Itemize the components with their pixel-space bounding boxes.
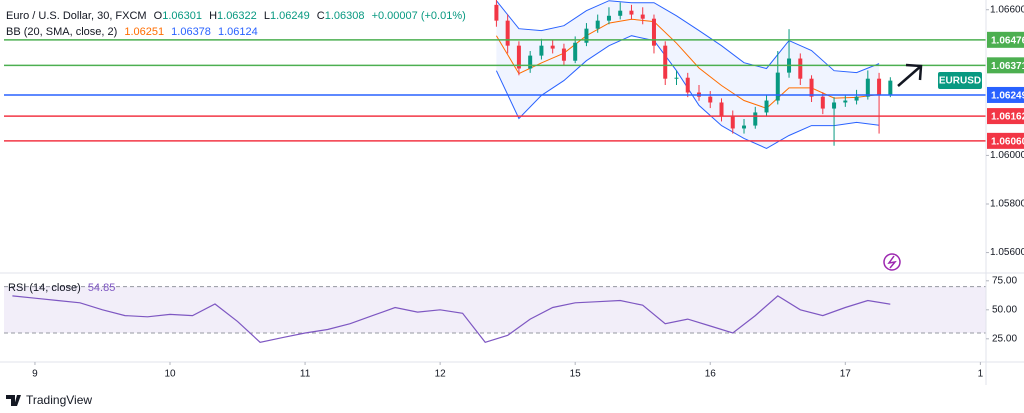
candle-body [561,48,566,61]
rsi-value: 54.85 [88,282,116,294]
brand: TradingView [26,393,92,407]
plot-area [4,0,986,343]
candle-body [573,42,578,61]
candle-body [809,78,814,97]
stat-label: L [264,10,270,22]
rsi-title: RSI (14, close) [8,282,81,294]
candle-body [877,78,882,96]
symbol-badge [938,72,982,89]
candle-body [764,100,769,113]
rsi-tick-label: 50.00 [992,304,1017,315]
candle-body [528,55,533,69]
bb-lower-value: 1.06124 [218,26,258,38]
arrow-head [905,63,923,81]
x-tick-label: 11 [300,369,311,380]
candle-body [775,72,780,101]
change: +0.00007 (+0.01%) [372,10,466,22]
level-badge [987,132,1024,149]
x-tick-label: 1 [978,369,984,380]
rsi-band [4,286,986,333]
level-label: 1.06249 [991,91,1024,102]
bb-middle-value: 1.06251 [124,26,164,38]
symbol-label: EURUSD [939,76,981,87]
legend: Euro / U.S. Dollar, 30, FXCM O1.06301 H1… [6,10,466,22]
candle-body [753,112,758,126]
level-badge [987,57,1024,74]
candle-body [494,4,499,21]
stat-value: 1.06308 [325,10,365,22]
bb-upper [496,0,880,74]
candle-body [640,14,645,19]
candle-body [742,125,747,129]
icon-bolt [887,255,897,269]
candle-body [820,96,825,109]
candle-body [539,45,544,56]
candle-body [854,96,859,101]
candle-body [719,102,724,116]
rsi-tick-label: 25.00 [992,333,1017,344]
level-badge [987,108,1024,125]
x-tick-label: 15 [570,369,582,380]
stat-label: C [317,10,325,22]
footer-bar [0,385,1024,413]
trend-arrow [897,63,923,87]
symbol: Euro / U.S. Dollar, 30, FXCM [6,10,147,22]
candle-body [516,45,521,69]
candle-body [730,115,735,129]
level-badge [987,86,1024,103]
candle-body [888,80,893,96]
candle-body [798,58,803,79]
x-tick-label: 17 [840,369,852,380]
stat-value: 1.06249 [270,10,310,22]
candle-body [505,20,510,46]
level-label: 1.06060 [991,136,1024,147]
x-tick-label: 10 [164,369,176,380]
icon-ring [883,253,901,271]
x-tick-label: 16 [705,369,717,380]
candle-body [843,100,848,103]
y-tick-label: 1.05800 [990,199,1024,210]
candle-body [629,10,634,15]
rsi-line [12,295,891,343]
replay-icon[interactable] [883,253,901,271]
level-label: 1.06476 [991,35,1024,46]
candle-body [865,78,870,97]
bb-legend: BB (20, SMA, close, 2) 1.06251 1.06378 1… [6,26,258,38]
candle-body [550,45,555,49]
bb-title: BB (20, SMA, close, 2) [6,26,117,38]
y-tick-label: 1.05600 [990,247,1024,258]
level-label: 1.06162 [991,112,1024,123]
stat-label: H [209,10,217,22]
candle-body [832,102,837,109]
bb-upper-value: 1.06378 [171,26,211,38]
candle-body [708,96,713,103]
y-tick-label: 1.06000 [990,150,1024,161]
level-label: 1.06371 [991,61,1024,72]
candle-body [663,45,668,79]
candle-body [674,77,679,79]
x-tick-label: 9 [32,369,38,380]
candle-body [584,28,589,43]
y-tick-label: 1.06600 [990,4,1024,15]
candle-body [606,15,611,21]
bb-middle [495,18,880,109]
stat-label: O [154,10,163,22]
stat-value: 1.06301 [162,10,202,22]
stat-value: 1.06322 [217,10,257,22]
candle-body [595,20,600,29]
price-pane [494,0,893,149]
candle-body [651,18,656,46]
logo-mark [6,395,21,406]
candle-body [618,10,623,16]
candle-body [685,77,690,93]
arrow-shaft [897,65,922,87]
rsi-tick-label: 75.00 [992,275,1017,286]
x-tick-label: 12 [435,369,447,380]
level-badge [987,31,1024,48]
rsi-legend: RSI (14, close) 54.85 [8,282,115,294]
